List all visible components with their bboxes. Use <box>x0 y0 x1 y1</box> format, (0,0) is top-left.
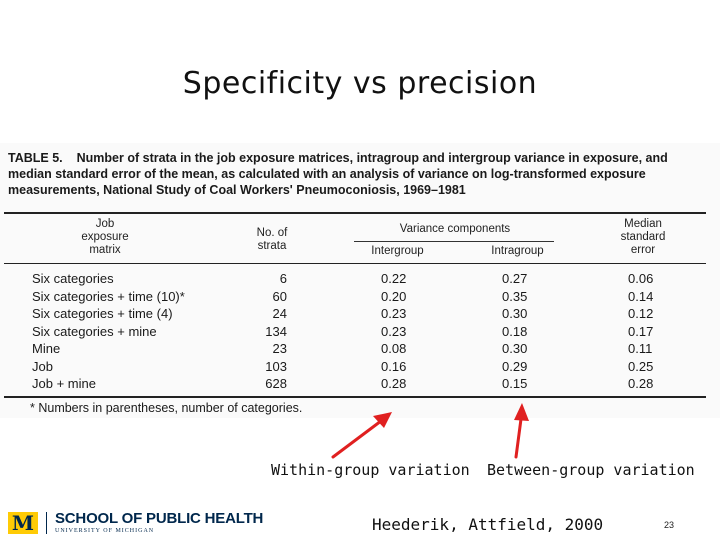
cell-strata: 60 <box>272 288 287 304</box>
header-variance-components: Variance components <box>399 223 511 235</box>
cell-intragroup: 0.30 <box>502 306 528 321</box>
cell-median-error: 0.06 <box>628 271 654 286</box>
header-strata-line1: No. of <box>256 227 288 239</box>
footer-logo: M SCHOOL OF PUBLIC HEALTH UNIVERSITY OF … <box>8 511 263 534</box>
within-group-arrow-shaft <box>331 419 383 459</box>
cell-strata: 23 <box>272 341 287 356</box>
cell-intergroup: 0.16 <box>381 358 407 374</box>
cell-intragroup: 0.18 <box>502 323 528 339</box>
table-footnote: * Numbers in parentheses, number of cate… <box>30 401 303 415</box>
cell-matrix: Six categories + mine <box>32 323 157 339</box>
slide-title: Specificity vs precision <box>182 66 538 101</box>
cell-matrix: Mine <box>32 341 61 356</box>
table-row: Six categories 6 0.22 0.27 0.06 <box>0 271 720 289</box>
cell-intergroup: 0.23 <box>381 323 407 339</box>
caption-text: Number of strata in the job exposure mat… <box>8 151 668 197</box>
school-name: SCHOOL OF PUBLIC HEALTH <box>55 510 264 527</box>
header-error-line1: Median <box>624 218 662 230</box>
table-row: Job 103 0.16 0.29 0.25 <box>0 359 720 377</box>
cell-matrix: Job <box>32 358 53 374</box>
cell-intragroup: 0.30 <box>502 341 528 356</box>
within-group-arrow-head <box>373 412 392 428</box>
cell-strata: 103 <box>265 358 287 374</box>
header-strata-line2: strata <box>257 240 287 252</box>
between-group-arrow-shaft <box>514 417 523 459</box>
header-matrix-line3: matrix <box>89 244 121 256</box>
between-group-label: Between-group variation <box>487 461 695 479</box>
cell-intragroup: 0.27 <box>502 271 528 286</box>
cell-matrix: Six categories + time (4) <box>32 306 173 321</box>
table-row: Six categories + time (4) 24 0.23 0.30 0… <box>0 306 720 324</box>
cell-strata: 24 <box>272 306 287 321</box>
table-bottom-rule <box>4 396 706 398</box>
cell-matrix: Six categories <box>32 271 114 286</box>
page-number: 23 <box>664 520 675 530</box>
header-median-error: Median standard error <box>608 218 678 257</box>
table-top-rule <box>4 212 706 214</box>
cell-median-error: 0.12 <box>628 306 654 321</box>
cell-intragroup: 0.15 <box>502 376 528 391</box>
caption-label: TABLE 5. <box>8 151 63 165</box>
cell-matrix: Six categories + time (10)* <box>32 288 185 304</box>
header-error-line3: error <box>630 244 656 256</box>
citation: Heederik, Attfield, 2000 <box>372 515 604 534</box>
cell-intergroup: 0.28 <box>381 376 407 391</box>
within-group-label: Within-group variation <box>271 461 470 479</box>
cell-intergroup: 0.08 <box>381 341 407 356</box>
table-row: Six categories + time (10)* 60 0.20 0.35… <box>0 289 720 307</box>
header-matrix-line2: exposure <box>81 231 129 243</box>
cell-median-error: 0.17 <box>628 323 654 339</box>
cell-intergroup: 0.23 <box>381 306 407 321</box>
table-row: Six categories + mine 134 0.23 0.18 0.17 <box>0 324 720 342</box>
logo-text: SCHOOL OF PUBLIC HEALTH UNIVERSITY OF MI… <box>55 511 263 534</box>
header-intragroup: Intragroup <box>491 245 544 257</box>
cell-median-error: 0.11 <box>628 341 653 356</box>
within-group-arrow <box>331 412 392 459</box>
variance-subrule <box>354 241 554 242</box>
table-image <box>0 143 720 418</box>
header-strata: No. of strata <box>240 227 304 253</box>
cell-intragroup: 0.29 <box>502 358 528 374</box>
header-matrix: Job exposure matrix <box>60 218 150 257</box>
cell-intergroup: 0.22 <box>381 271 407 286</box>
cell-median-error: 0.28 <box>628 376 654 391</box>
logo-divider <box>46 511 47 534</box>
cell-intergroup: 0.20 <box>381 288 407 304</box>
cell-strata: 134 <box>265 323 287 339</box>
between-group-arrow-head <box>514 403 529 421</box>
cell-median-error: 0.14 <box>628 288 654 304</box>
cell-strata: 6 <box>279 271 287 286</box>
table-caption: TABLE 5. Number of strata in the job expo… <box>8 150 708 198</box>
header-intergroup: Intergroup <box>371 245 424 257</box>
cell-intragroup: 0.35 <box>502 288 528 304</box>
table-row: Mine 23 0.08 0.30 0.11 <box>0 341 720 359</box>
table-row: Job + mine 628 0.28 0.15 0.28 <box>0 376 720 394</box>
table-header-rule <box>4 263 706 264</box>
university-m-logo: M <box>8 511 38 534</box>
cell-strata: 628 <box>265 376 287 391</box>
between-group-arrow <box>514 403 529 459</box>
cell-median-error: 0.25 <box>628 358 654 374</box>
header-matrix-line1: Job <box>95 218 115 230</box>
university-name: UNIVERSITY OF MICHIGAN <box>55 528 155 534</box>
header-error-line2: standard <box>620 231 666 243</box>
cell-matrix: Job + mine <box>32 376 96 391</box>
